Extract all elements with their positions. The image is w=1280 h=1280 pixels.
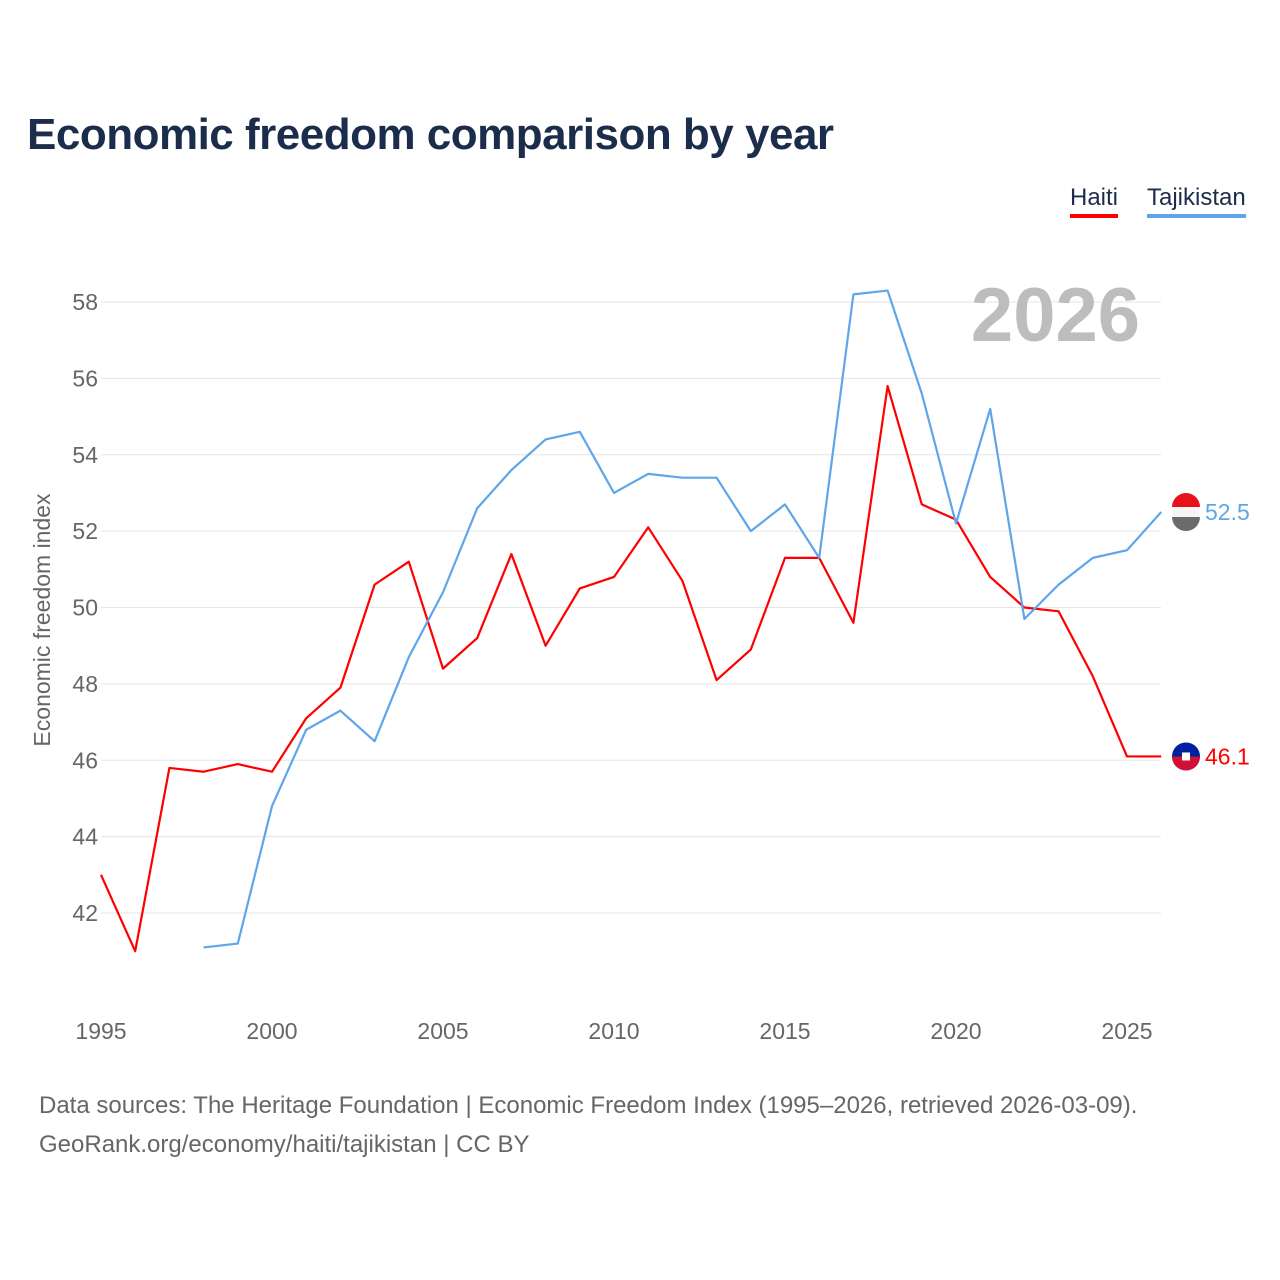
haiti-flag-icon-lower [1172, 756, 1200, 771]
y-tick-label: 44 [72, 824, 98, 850]
series-line-tajikistan [203, 289, 1163, 949]
x-tick-label: 2010 [588, 1018, 639, 1044]
y-tick-label: 48 [72, 671, 98, 697]
x-tick-label: 2020 [930, 1018, 981, 1044]
y-tick-label: 52 [72, 518, 98, 544]
legend-tajikistan[interactable]: Tajikistan [1147, 184, 1246, 218]
footer-link[interactable]: GeoRank.org/economy/haiti/tajikistan | C… [39, 1131, 530, 1158]
x-tick-label: 2005 [417, 1018, 468, 1044]
y-axis-label: Economic freedom index [29, 493, 55, 747]
tajikistan-flag-icon-upper [1172, 493, 1200, 508]
y-tick-label: 54 [72, 442, 98, 468]
y-tick-label: 42 [72, 900, 98, 926]
legend-haiti[interactable]: Haiti [1070, 184, 1119, 218]
footer-sources: Data sources: The Heritage Foundation | … [39, 1092, 1138, 1119]
x-tick-label: 2015 [759, 1018, 810, 1044]
footer: Data sources: The Heritage Foundation | … [39, 1086, 1137, 1164]
end-value-label-tajikistan: 52.5 [1205, 499, 1250, 525]
chart-title: Economic freedom comparison by year [27, 110, 834, 159]
y-tick-label: 50 [72, 595, 98, 621]
series-line-haiti [99, 384, 1162, 953]
end-value-label-haiti: 46.1 [1205, 743, 1250, 769]
y-tick-label: 56 [72, 365, 98, 391]
x-tick-label: 2000 [246, 1018, 297, 1044]
tajikistan-flag-icon-lower [1172, 517, 1200, 532]
y-tick-label: 58 [72, 289, 98, 315]
y-tick-label: 46 [72, 747, 98, 773]
year-watermark: 2026 [971, 273, 1140, 358]
haiti-flag-emblem [1182, 752, 1190, 761]
x-tick-label: 2025 [1101, 1018, 1152, 1044]
x-tick-label: 1995 [75, 1018, 126, 1044]
